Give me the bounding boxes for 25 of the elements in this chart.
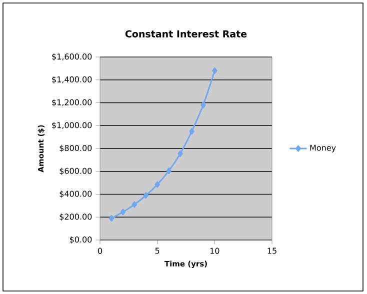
y-tick-label: $400.00	[60, 190, 92, 198]
legend-label: Money	[310, 144, 336, 152]
point	[132, 201, 138, 208]
point	[200, 102, 206, 108]
x-tick-label: 15	[268, 248, 276, 254]
y-tick-label: $600.00	[60, 168, 92, 175]
x-tick-label: 10	[210, 248, 220, 254]
point	[189, 128, 194, 135]
y-tick-label: $1,400.00	[52, 76, 92, 84]
x-tick-label: 0	[98, 248, 102, 254]
point	[108, 215, 114, 222]
point	[143, 192, 148, 199]
point	[154, 181, 160, 188]
point	[212, 67, 218, 74]
y-tick-label: $800.00	[60, 144, 92, 152]
point	[120, 208, 126, 216]
y-tick-label: $1,000.00	[52, 122, 92, 130]
chart-title: Constant Interest Rate	[125, 30, 247, 38]
y-tick-label: $1,200.00	[52, 99, 92, 106]
y-tick-label: $1,600.00	[52, 53, 92, 61]
x-tick-label: 5	[155, 248, 160, 254]
y-tick-label: $200.00	[60, 213, 92, 221]
point	[178, 150, 183, 157]
y-tick-label: $0.00	[70, 236, 92, 244]
point	[166, 168, 172, 174]
